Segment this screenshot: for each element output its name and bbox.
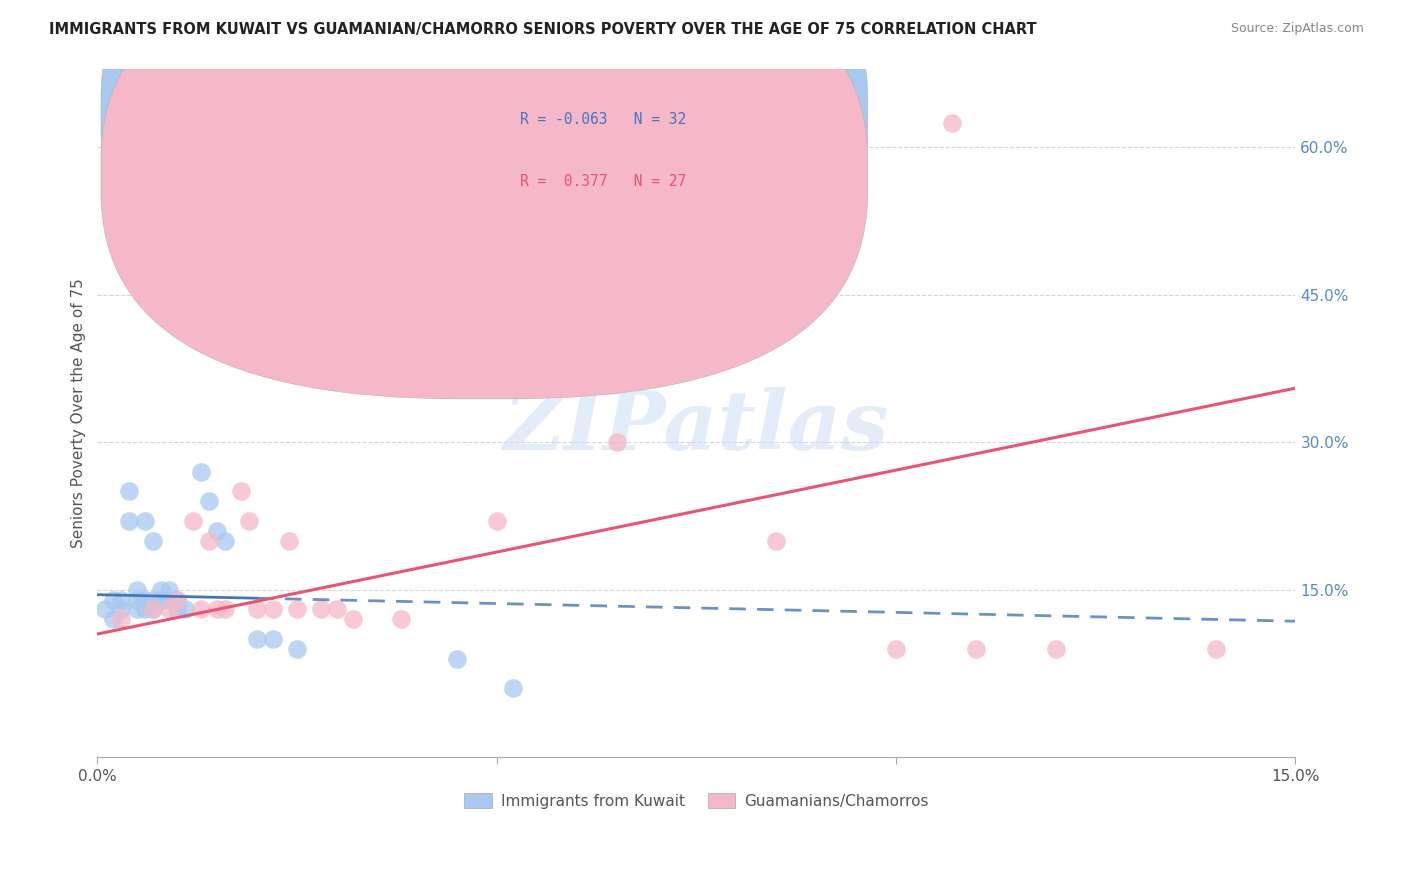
Point (118, 514, 141, 528)
Y-axis label: Seniors Poverty Over the Age of 75: Seniors Poverty Over the Age of 75 (72, 278, 86, 548)
Point (1045, 641, 1067, 656)
Point (127, 592, 149, 607)
Point (110, 612, 132, 626)
Point (94, 602, 117, 616)
FancyBboxPatch shape (101, 0, 868, 337)
Point (342, 612, 364, 626)
Point (198, 533, 221, 548)
Point (214, 533, 236, 548)
Point (142, 602, 165, 616)
Point (941, 115, 963, 129)
Legend: Immigrants from Kuwait, Guamanians/Chamorros: Immigrants from Kuwait, Guamanians/Chamo… (458, 787, 935, 814)
Point (150, 592, 173, 607)
FancyBboxPatch shape (439, 82, 792, 213)
Point (142, 533, 165, 548)
Point (127, 602, 149, 616)
Point (502, 681, 524, 695)
Point (103, 612, 125, 626)
Point (134, 602, 156, 616)
Point (127, 582, 149, 597)
Point (166, 592, 188, 607)
Point (205, 602, 228, 616)
Point (150, 582, 173, 597)
Point (285, 602, 308, 616)
Point (446, 651, 468, 665)
Point (127, 189, 149, 203)
Point (238, 514, 260, 528)
Point (309, 602, 332, 616)
Point (1205, 641, 1227, 656)
Point (285, 641, 308, 656)
Text: Source: ZipAtlas.com: Source: ZipAtlas.com (1230, 22, 1364, 36)
Point (485, 514, 508, 528)
Point (157, 582, 180, 597)
Point (389, 612, 412, 626)
Point (278, 533, 301, 548)
Point (142, 592, 165, 607)
Point (103, 592, 125, 607)
Point (198, 494, 221, 508)
Point (246, 602, 269, 616)
Point (181, 514, 204, 528)
Text: ZIPatlas: ZIPatlas (503, 386, 889, 467)
Point (118, 484, 141, 499)
Text: R =  0.377   N = 27: R = 0.377 N = 27 (520, 174, 686, 189)
Point (157, 592, 180, 607)
Point (166, 592, 188, 607)
FancyBboxPatch shape (101, 0, 868, 399)
Point (190, 465, 212, 479)
Point (110, 592, 132, 607)
Point (157, 602, 180, 616)
Point (606, 435, 628, 450)
Point (884, 641, 907, 656)
Point (134, 592, 156, 607)
Point (326, 602, 349, 616)
Point (190, 602, 212, 616)
Point (229, 484, 252, 499)
Point (262, 602, 284, 616)
Point (965, 641, 987, 656)
Point (765, 533, 787, 548)
Point (205, 524, 228, 538)
Point (134, 514, 156, 528)
Text: R = -0.063   N = 32: R = -0.063 N = 32 (520, 112, 686, 127)
Point (262, 632, 284, 646)
Point (174, 602, 197, 616)
Point (214, 602, 236, 616)
Point (142, 602, 165, 616)
Text: IMMIGRANTS FROM KUWAIT VS GUAMANIAN/CHAMORRO SENIORS POVERTY OVER THE AGE OF 75 : IMMIGRANTS FROM KUWAIT VS GUAMANIAN/CHAM… (49, 22, 1036, 37)
Point (110, 602, 132, 616)
Point (246, 632, 269, 646)
Point (166, 602, 188, 616)
